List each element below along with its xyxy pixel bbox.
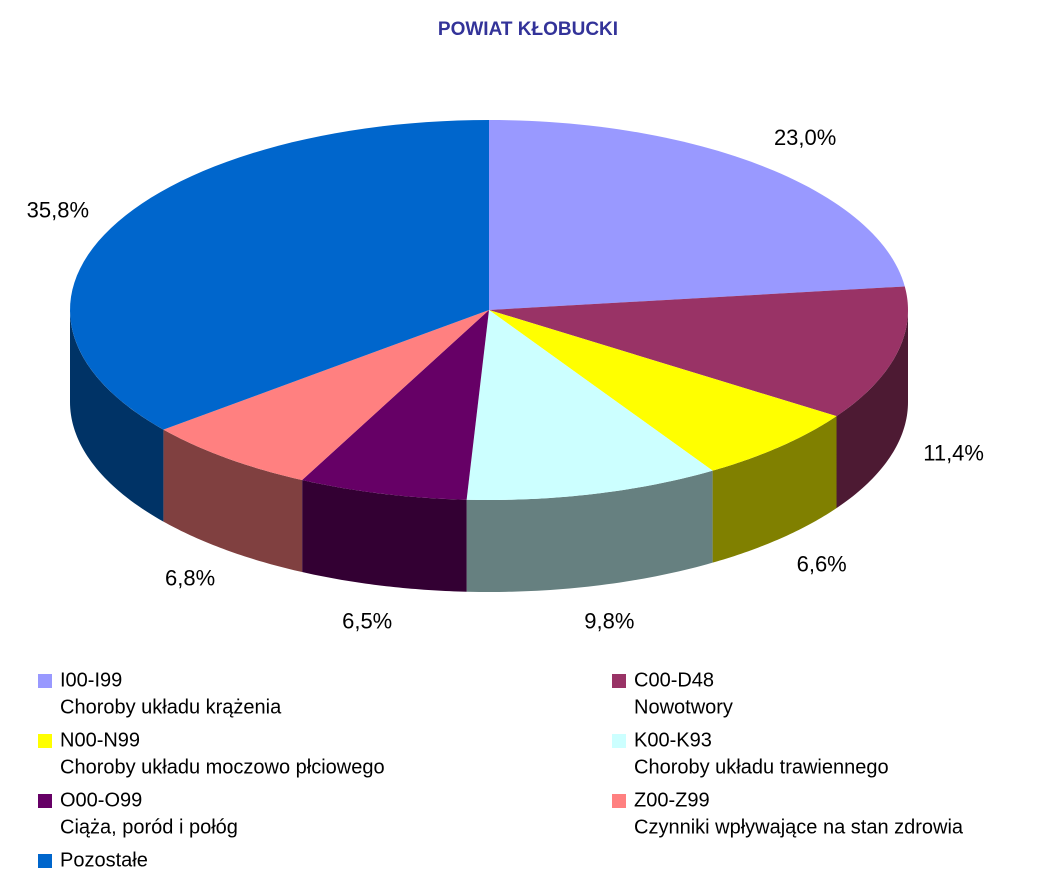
- pie-slice-side: [712, 416, 837, 563]
- legend-description: Choroby układu krążenia: [60, 696, 282, 718]
- legend-swatch: [38, 674, 52, 688]
- pie-slice-side: [466, 470, 713, 592]
- legend-label: O00-O99: [60, 789, 142, 811]
- data-label: 9,8%: [584, 608, 634, 633]
- legend-label: Z00-Z99: [634, 789, 710, 811]
- legend-swatch: [38, 734, 52, 748]
- pie-slice: [302, 310, 489, 500]
- pie-slice: [466, 310, 713, 500]
- legend-label: K00-K93: [634, 729, 712, 751]
- pie-slice: [489, 120, 905, 310]
- legend-description: Choroby układu moczowo płciowego: [60, 756, 385, 778]
- legend-label: N00-N99: [60, 729, 140, 751]
- legend-description: Ciąża, poród i połóg: [60, 816, 238, 838]
- data-label: 6,6%: [797, 551, 847, 576]
- pie-slice: [489, 286, 908, 417]
- pie-slice: [163, 310, 490, 481]
- data-label: 35,8%: [27, 198, 89, 223]
- pie-slice-side: [163, 429, 303, 573]
- legend-description: Nowotwory: [634, 696, 733, 718]
- pie-slice: [489, 310, 837, 471]
- data-label: 6,5%: [342, 608, 392, 633]
- data-label: 6,8%: [165, 566, 215, 591]
- legend-swatch: [612, 794, 626, 808]
- legend-swatch: [612, 674, 626, 688]
- legend-swatch: [612, 734, 626, 748]
- legend-swatch: [38, 794, 52, 808]
- legend-description: Choroby układu trawiennego: [634, 756, 889, 778]
- pie-slice-side: [70, 310, 164, 522]
- legend-label: I00-I99: [60, 669, 122, 691]
- pie-slice: [70, 120, 490, 430]
- legend-swatch: [38, 854, 52, 868]
- legend-label: Pozostałe: [60, 849, 148, 871]
- chart-title: POWIAT KŁOBUCKI: [438, 19, 618, 40]
- data-label: 23,0%: [774, 125, 836, 150]
- legend-description: Czynniki wpływające na stan zdrowia: [634, 816, 964, 838]
- data-label: 11,4%: [923, 441, 984, 466]
- pie-slice-side: [836, 310, 908, 509]
- legend-label: C00-D48: [634, 669, 714, 691]
- pie-slice-side: [302, 480, 467, 592]
